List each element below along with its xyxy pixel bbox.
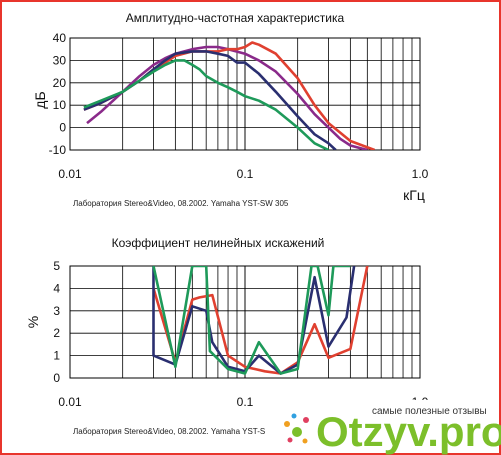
chart2-y-axis-label: % <box>25 316 41 328</box>
chart2-y-tick-label: 3 <box>53 304 60 318</box>
chart1-x-axis-label: кГц <box>403 187 425 203</box>
watermark-logo-icon <box>284 413 309 444</box>
chart1-x-tick-label: 0.01 <box>58 167 82 181</box>
chart1-y-tick-label: 10 <box>53 98 67 112</box>
chart2-y-tick-label: 0 <box>53 371 60 385</box>
watermark-brand: Otzyv.pro <box>316 408 501 455</box>
chart2-series-line-3 <box>152 266 351 375</box>
chart1-x-tick-label: 0.1 <box>237 167 254 181</box>
chart1-y-axis-label: дБ <box>32 91 48 108</box>
chart1-series-line-4 <box>83 59 330 150</box>
watermark: самые полезные отзывы Otzyv.pro <box>265 400 501 455</box>
chart2-y-tick-label: 2 <box>53 326 60 340</box>
chart1-series-line-2 <box>83 41 376 150</box>
chart2-y-tick-label: 1 <box>53 349 60 363</box>
chart2-credit: Лаборатория Stereo&Video, 08.2002. Yamah… <box>73 427 289 436</box>
chart1-title: Амплитудно-частотная характеристика <box>126 11 345 25</box>
chart1-x-tick-label: 1.0 <box>412 167 429 181</box>
chart2-y-tick-label: 5 <box>53 259 60 273</box>
watermark-tagline: самые полезные отзывы <box>372 406 487 417</box>
chart1-y-tick-label: -10 <box>49 143 67 157</box>
chart2-x-tick-label: 0.01 <box>58 395 82 409</box>
chart1-y-tick-label: 0 <box>59 121 66 135</box>
chart1-credit: Лаборатория Stereo&Video, 08.2002. Yamah… <box>73 199 289 208</box>
chart1-y-tick-label: 20 <box>53 76 67 90</box>
chart1-y-tick-label: 30 <box>53 53 67 67</box>
chart1-y-tick-label: 40 <box>53 31 67 45</box>
chart2-title: Коэффициент нелинейных искажений <box>112 236 325 250</box>
chart2-x-tick-label: 0.1 <box>237 395 254 409</box>
chart2-series-line-1 <box>152 266 369 375</box>
chart2-y-tick-label: 4 <box>53 281 60 295</box>
chart1-series-line-1 <box>86 45 368 150</box>
